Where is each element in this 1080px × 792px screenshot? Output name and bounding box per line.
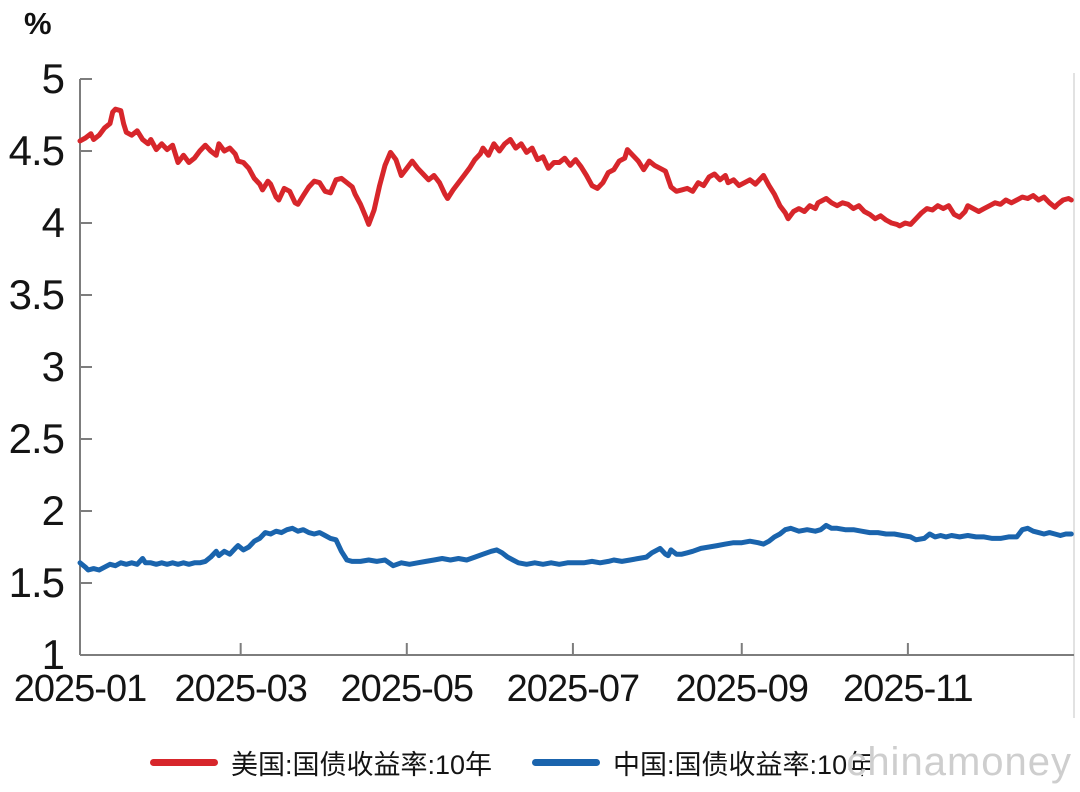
y-tick-label: 1.5 [8, 559, 65, 606]
x-tick-label: 2025-03 [174, 668, 307, 710]
y-tick-label: 4 [41, 199, 65, 246]
y-tick-label: 2.5 [8, 415, 65, 462]
y-axis-unit-label: % [24, 6, 52, 41]
x-tick-label: 2025-01 [13, 668, 147, 710]
legend-label-us: 美国:国债收益率:10年 [231, 749, 493, 780]
legend-line-swatch-us [150, 758, 218, 766]
us-10y-yield-line [77, 106, 1074, 229]
x-tick-label: 2025-11 [843, 668, 974, 710]
legend-item-cn: 中国:国债收益率:10年 [532, 743, 874, 782]
x-tick-label: 2025-09 [675, 668, 809, 710]
legend-line-swatch-cn [532, 758, 601, 766]
cn-10y-yield-line [77, 522, 1074, 573]
legend-item-us: 美国:国债收益率:10年 [150, 743, 492, 782]
chart-legend: 美国:国债收益率:10年 中国:国债收益率:10年 [150, 744, 874, 780]
legend-label-cn: 中国:国债收益率:10年 [613, 749, 875, 780]
x-tick-label: 2025-07 [506, 668, 640, 710]
y-tick-label: 3.5 [8, 271, 65, 318]
x-tick-label: 2025-05 [340, 668, 474, 710]
y-tick-label: 2 [41, 487, 65, 534]
y-tick-label: 3 [41, 343, 65, 390]
y-tick-label: 4.5 [8, 127, 65, 174]
y-tick-label: 1 [41, 631, 65, 678]
y-tick-label: 5 [41, 55, 65, 102]
